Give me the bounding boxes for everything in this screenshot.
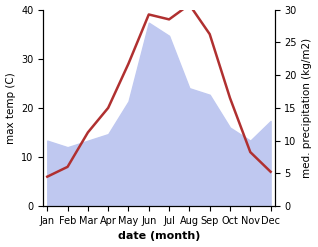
X-axis label: date (month): date (month)	[118, 231, 200, 242]
Y-axis label: max temp (C): max temp (C)	[5, 72, 16, 144]
Y-axis label: med. precipitation (kg/m2): med. precipitation (kg/m2)	[302, 38, 313, 178]
